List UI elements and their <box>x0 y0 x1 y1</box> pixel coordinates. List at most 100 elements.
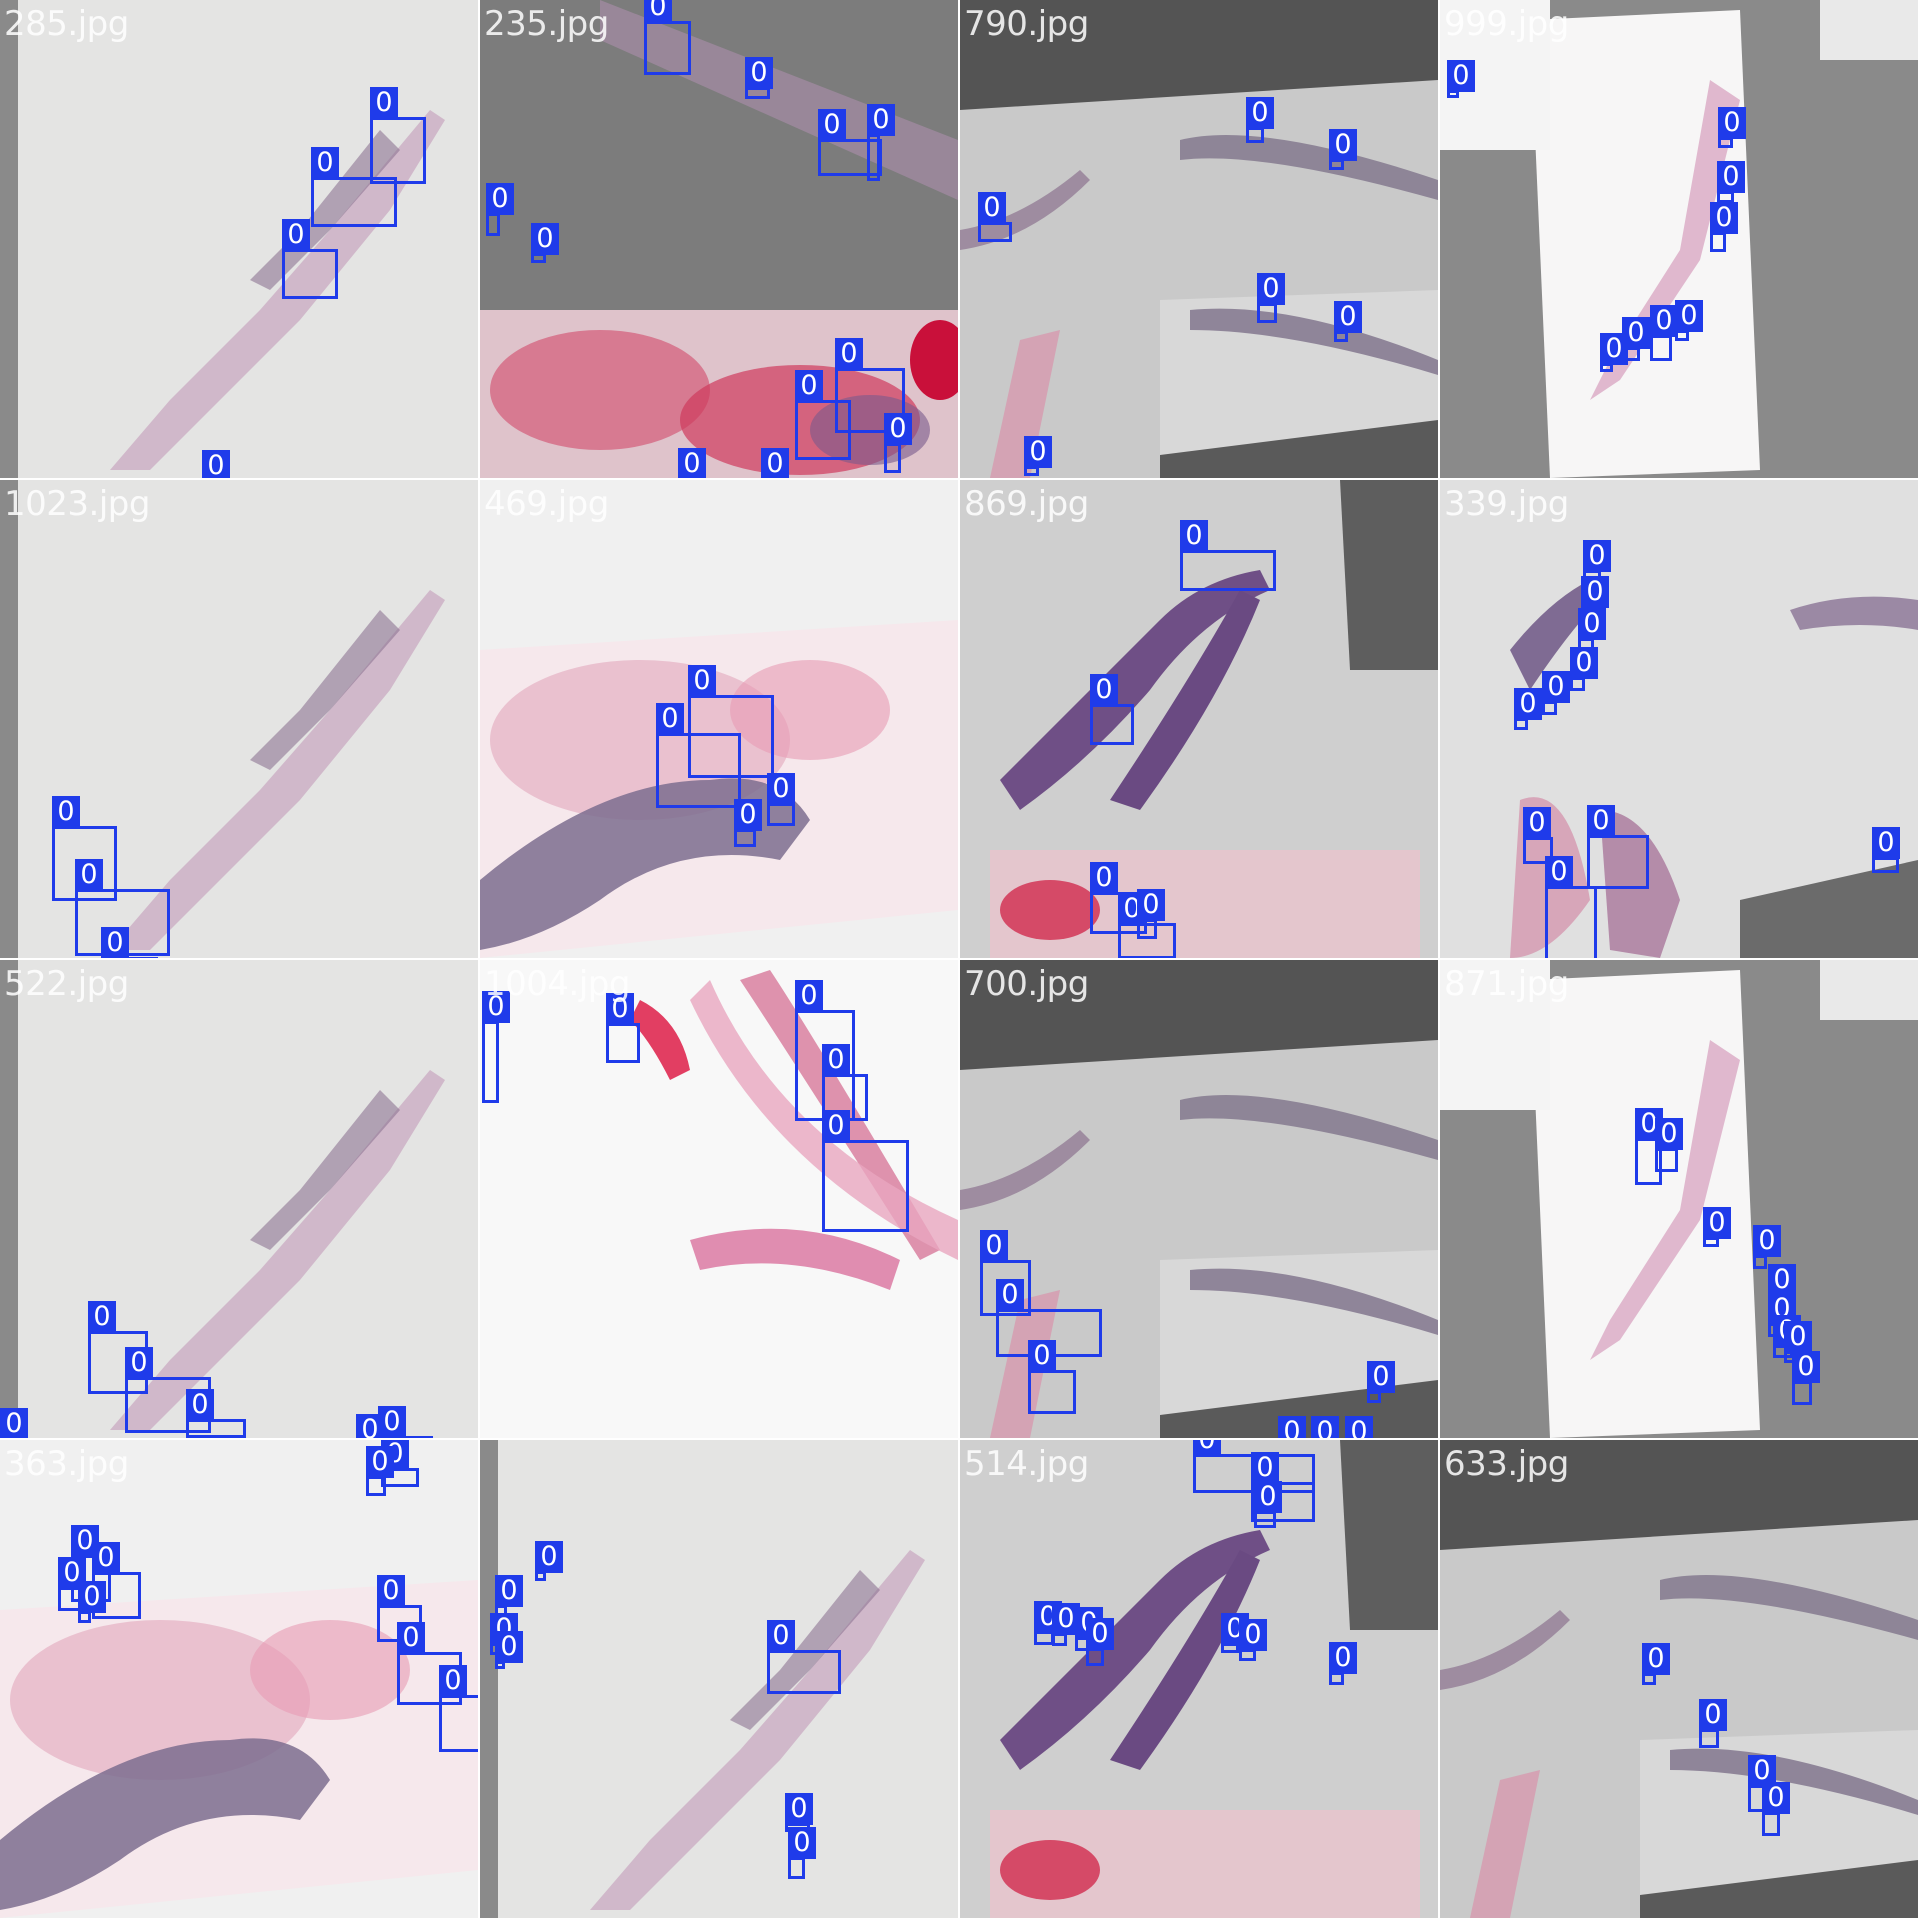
detection-box: 0 <box>366 1446 394 1496</box>
tissue-image <box>960 1440 1438 1918</box>
class-label: 0 <box>1257 273 1285 305</box>
detection-box: 0 <box>978 192 1012 242</box>
class-label: 0 <box>1717 161 1745 193</box>
class-label: 0 <box>1718 107 1746 139</box>
detection-box: 0 <box>58 1557 86 1611</box>
class-label: 0 <box>1748 1755 1776 1787</box>
class-label: 0 <box>884 413 912 445</box>
image-tile: 469.jpg 0 0 0 0 <box>480 480 958 958</box>
image-tile: 869.jpg 0 0 0 0 0 <box>960 480 1438 958</box>
class-label: 0 <box>1086 1618 1114 1650</box>
detection-box: 0 <box>1251 1452 1315 1522</box>
class-label: 0 <box>1024 436 1052 468</box>
detection-box: 0 <box>1052 1603 1080 1646</box>
class-label: 0 <box>1642 1643 1670 1675</box>
detection-box: 0 <box>980 1230 1031 1316</box>
detection-box: 0 <box>1137 889 1165 939</box>
detection-box: 0 <box>1583 540 1611 580</box>
detection-box: 0 <box>1034 1601 1062 1645</box>
detection-box: 0 <box>1086 1618 1114 1666</box>
detection-box: 0 <box>78 1581 106 1623</box>
image-tile: 700.jpg 0 0 0 0 0 0 0 <box>960 960 1438 1438</box>
class-label: 0 <box>1311 1416 1339 1438</box>
detection-box: 0 <box>606 993 640 1063</box>
class-label: 0 <box>1655 1118 1683 1150</box>
class-label: 0 <box>78 1581 106 1613</box>
filename-label: 790.jpg <box>964 4 1089 44</box>
filename-label: 999.jpg <box>1444 4 1569 44</box>
detection-box: 0 <box>1635 1108 1663 1185</box>
class-label: 0 <box>1792 1351 1820 1383</box>
filename-label: 633.jpg <box>1444 1444 1569 1484</box>
detection-box: 0 <box>1717 161 1745 203</box>
image-tile: 339.jpg 0 0 0 0 0 0 0 0 0 0 <box>1440 480 1918 958</box>
class-label: 0 <box>688 665 716 697</box>
detection-box: 0 <box>1447 60 1475 98</box>
class-label: 0 <box>1180 520 1208 552</box>
tissue-image <box>1440 960 1918 1438</box>
class-label: 0 <box>867 104 895 136</box>
detection-box: 0 <box>795 980 855 1121</box>
class-label: 0 <box>1090 674 1118 706</box>
detection-box: 0 <box>378 1406 433 1438</box>
tissue-image <box>480 480 958 958</box>
class-label: 0 <box>1278 1416 1306 1438</box>
detection-box: 0 <box>656 703 741 808</box>
class-label: 0 <box>835 338 863 370</box>
filename-label: 871.jpg <box>1444 964 1569 1004</box>
detection-box: 0 <box>734 799 762 847</box>
image-tile: 285.jpg 0 0 0 0 <box>0 0 478 478</box>
detection-box: 0 <box>311 147 397 227</box>
class-label: 0 <box>1768 1264 1796 1296</box>
detection-box: 0 <box>1118 893 1176 958</box>
class-label: 0 <box>745 57 773 89</box>
class-label: 0 <box>397 1622 425 1654</box>
filename-label: 469.jpg <box>484 484 609 524</box>
class-label: 0 <box>377 1575 405 1607</box>
detection-box: 0 <box>1523 807 1553 864</box>
class-label: 0 <box>1345 1416 1373 1438</box>
detection-box: 0 <box>1675 300 1703 341</box>
class-label: 0 <box>785 1793 813 1825</box>
class-label: 0 <box>1254 1481 1282 1513</box>
image-tile: 1004.jpg 0 0 0 0 0 <box>480 960 958 1438</box>
class-label: 0 <box>1329 1642 1357 1674</box>
class-label: 0 <box>92 1542 120 1574</box>
class-label: 0 <box>1762 1782 1790 1814</box>
detection-box: 0 <box>495 1631 523 1669</box>
class-label: 0 <box>101 927 129 958</box>
class-label: 0 <box>311 147 339 179</box>
filename-label: 1023.jpg <box>4 484 150 524</box>
class-label: 0 <box>282 219 310 251</box>
detection-box: 0 <box>822 1110 909 1232</box>
detection-box: 0 <box>1718 107 1746 148</box>
tissue-image <box>480 960 958 1438</box>
tissue-image <box>480 1440 958 1918</box>
class-label: 0 <box>1650 305 1678 337</box>
filename-label: 339.jpg <box>1444 484 1569 524</box>
class-label: 0 <box>822 1110 850 1142</box>
image-tile: 1023.jpg 0 0 0 <box>0 480 478 958</box>
detection-box: 0 <box>1642 1643 1670 1685</box>
class-label: 0 <box>202 450 230 478</box>
detection-box: 0 <box>688 665 774 778</box>
class-label: 0 <box>1675 300 1703 332</box>
detection-box: 0 <box>745 57 773 99</box>
class-label: 0 <box>795 370 823 402</box>
detection-box: 0 <box>482 991 510 1103</box>
class-label: 0 <box>1583 540 1611 572</box>
class-label: 0 <box>1090 862 1118 894</box>
detection-box: 0 <box>818 109 882 176</box>
tissue-image <box>0 0 478 478</box>
class-label: 0 <box>1784 1321 1812 1353</box>
detection-box: 0 <box>125 1347 211 1433</box>
filename-label: 363.jpg <box>4 1444 129 1484</box>
class-label: 0 <box>1514 688 1542 720</box>
detection-box: 0 <box>1570 647 1598 691</box>
detection-box: 0 <box>1514 688 1542 730</box>
class-label: 0 <box>439 1665 467 1697</box>
